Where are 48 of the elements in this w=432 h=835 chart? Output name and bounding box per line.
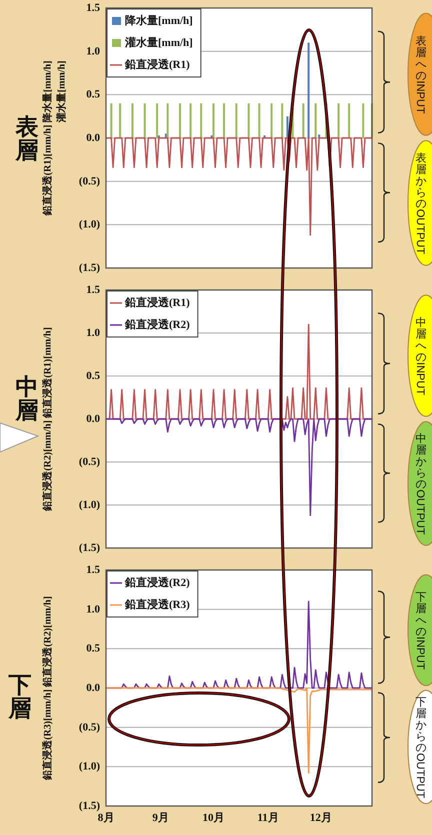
text: へのINPUT <box>414 340 426 396</box>
y-tick-label: 0.0 <box>86 132 100 144</box>
y-tick-label: 1.5 <box>86 564 100 576</box>
y-tick-label: 1.5 <box>86 2 100 14</box>
x-tick-label: 10月 <box>202 812 224 824</box>
x-tick-label: 12月 <box>310 812 332 824</box>
text: 下層からのOUTPUT <box>414 696 426 798</box>
y-tick-label: (0.5) <box>78 456 100 468</box>
x-tick-label: 9月 <box>152 812 169 824</box>
text: 中層 <box>16 374 38 424</box>
text: 中層 <box>416 316 426 341</box>
y-axis-title: 鉛直浸透(R1)[mm/h] 降水量[mm/h] 灌水量[mm/h] <box>42 60 68 216</box>
y-tick-label: 1.0 <box>86 45 100 58</box>
legend-label: 鉛直浸透(R1) <box>124 296 190 309</box>
y-tick-label: 0.5 <box>86 88 100 101</box>
legend-label: 鉛直浸透(R1) <box>124 58 190 71</box>
legend-label: 鉛直浸透(R2) <box>124 576 190 589</box>
y-axis-title: 鉛直浸透(R2)[mm/h] 鉛直浸透(R1)[mm/h] <box>42 327 54 512</box>
legend-label: 鉛直浸透(R3) <box>124 598 190 611</box>
y-tick-label: (1.0) <box>78 499 100 511</box>
y-tick-label: 0.0 <box>86 413 100 425</box>
y-tick-label: (1.5) <box>78 800 100 812</box>
text: 表層 <box>416 34 426 60</box>
text: 表層からのOUTPUT <box>414 152 426 254</box>
y-tick-label: (0.5) <box>78 175 100 188</box>
y-tick-label: (1.5) <box>78 542 100 554</box>
y-tick-label: 1.5 <box>86 284 100 296</box>
y-tick-label: (1.0) <box>78 218 100 231</box>
y-tick-label: 0.5 <box>86 370 100 382</box>
text: へのINPUT <box>414 58 426 114</box>
text: へのINPUT <box>414 614 426 670</box>
text: 表層 <box>16 114 38 164</box>
legend-label: 鉛直浸透(R2) <box>124 318 190 331</box>
text: 下層 <box>8 672 32 722</box>
y-tick-label: 0.5 <box>86 642 100 655</box>
y-tick-label: (0.5) <box>78 721 100 734</box>
y-axis-title: 鉛直浸透(R3)[mm/h] 鉛直浸透(R2)[mm/h] <box>42 596 54 781</box>
text: 下層 <box>416 591 426 615</box>
text: 中層からのOUTPUT <box>414 432 426 535</box>
x-tick-label: 8月 <box>98 812 114 824</box>
x-tick-label: 11月 <box>257 812 279 824</box>
y-tick-label: 0.0 <box>86 682 100 694</box>
y-tick-label: 1.0 <box>86 327 100 339</box>
y-tick-label: (1.5) <box>78 262 100 274</box>
y-tick-label: 1.0 <box>86 603 100 616</box>
y-tick-label: (1.0) <box>78 760 100 773</box>
legend-label: 降水量[mm/h] <box>125 14 193 27</box>
legend-label: 灌水量[mm/h] <box>124 36 193 49</box>
